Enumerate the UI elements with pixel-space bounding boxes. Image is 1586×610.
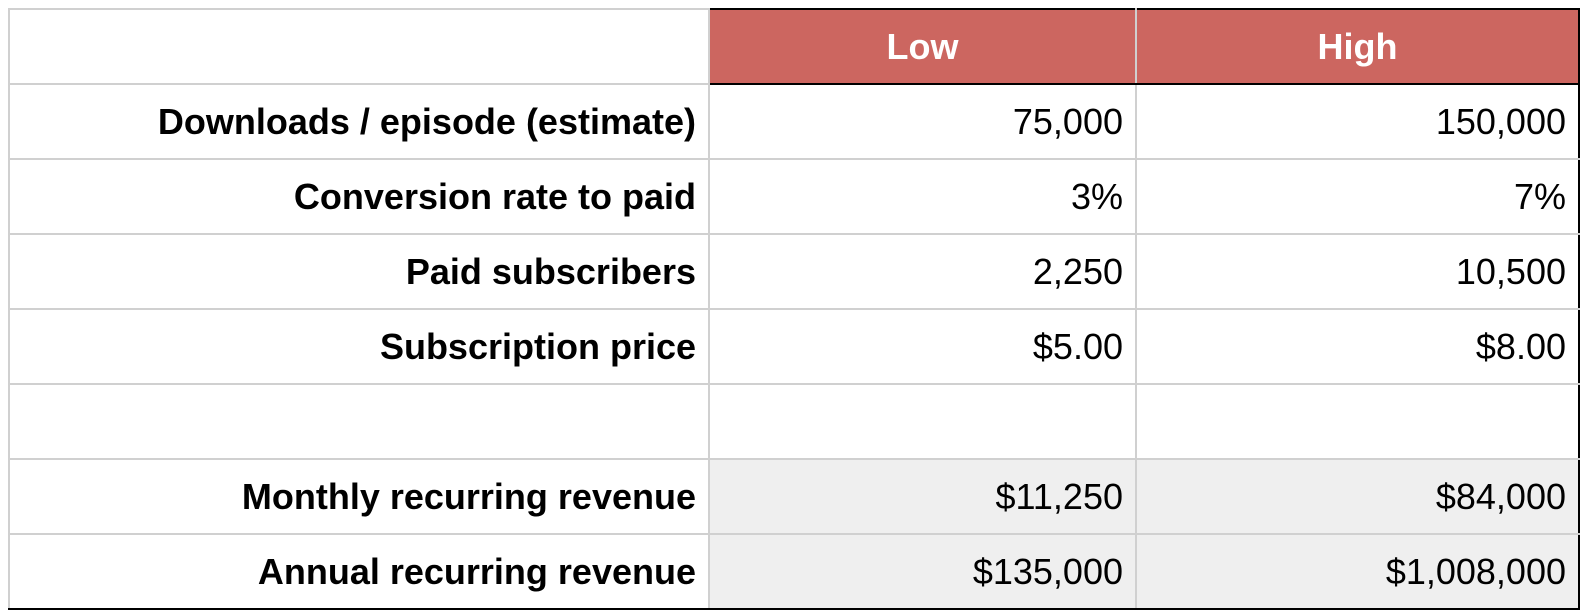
- cell-low[interactable]: 75,000: [708, 83, 1137, 160]
- cell-high[interactable]: 7%: [1135, 158, 1580, 235]
- cell-high[interactable]: 10,500: [1135, 233, 1580, 310]
- cell-high[interactable]: $1,008,000: [1135, 533, 1580, 610]
- cell-low[interactable]: $135,000: [708, 533, 1137, 610]
- header-low[interactable]: Low: [708, 8, 1137, 85]
- cell-high[interactable]: [1135, 383, 1580, 460]
- cell-low[interactable]: 3%: [708, 158, 1137, 235]
- row-label[interactable]: Paid subscribers: [8, 233, 710, 310]
- cell-low[interactable]: $11,250: [708, 458, 1137, 535]
- table-row: Paid subscribers 2,250 10,500: [8, 233, 1580, 310]
- cell-high[interactable]: $84,000: [1135, 458, 1580, 535]
- row-label[interactable]: Subscription price: [8, 308, 710, 385]
- header-row: Low High: [8, 8, 1580, 85]
- cell-low[interactable]: [708, 383, 1137, 460]
- table-row-empty: [8, 383, 1580, 460]
- row-label[interactable]: Monthly recurring revenue: [8, 458, 710, 535]
- row-label[interactable]: Annual recurring revenue: [8, 533, 710, 610]
- cell-high[interactable]: $8.00: [1135, 308, 1580, 385]
- row-label[interactable]: Downloads / episode (estimate): [8, 83, 710, 160]
- table-row: Downloads / episode (estimate) 75,000 15…: [8, 83, 1580, 160]
- table-row-mrr: Monthly recurring revenue $11,250 $84,00…: [8, 458, 1580, 535]
- cell-low[interactable]: $5.00: [708, 308, 1137, 385]
- cell-high[interactable]: 150,000: [1135, 83, 1580, 160]
- header-empty-cell[interactable]: [8, 8, 710, 85]
- table-row-arr: Annual recurring revenue $135,000 $1,008…: [8, 533, 1580, 610]
- revenue-estimate-table: Low High Downloads / episode (estimate) …: [8, 8, 1580, 610]
- cell-low[interactable]: 2,250: [708, 233, 1137, 310]
- header-high[interactable]: High: [1135, 8, 1580, 85]
- table-row: Subscription price $5.00 $8.00: [8, 308, 1580, 385]
- row-label[interactable]: [8, 383, 710, 460]
- spreadsheet-table-container: Low High Downloads / episode (estimate) …: [8, 8, 1580, 610]
- row-label[interactable]: Conversion rate to paid: [8, 158, 710, 235]
- table-row: Conversion rate to paid 3% 7%: [8, 158, 1580, 235]
